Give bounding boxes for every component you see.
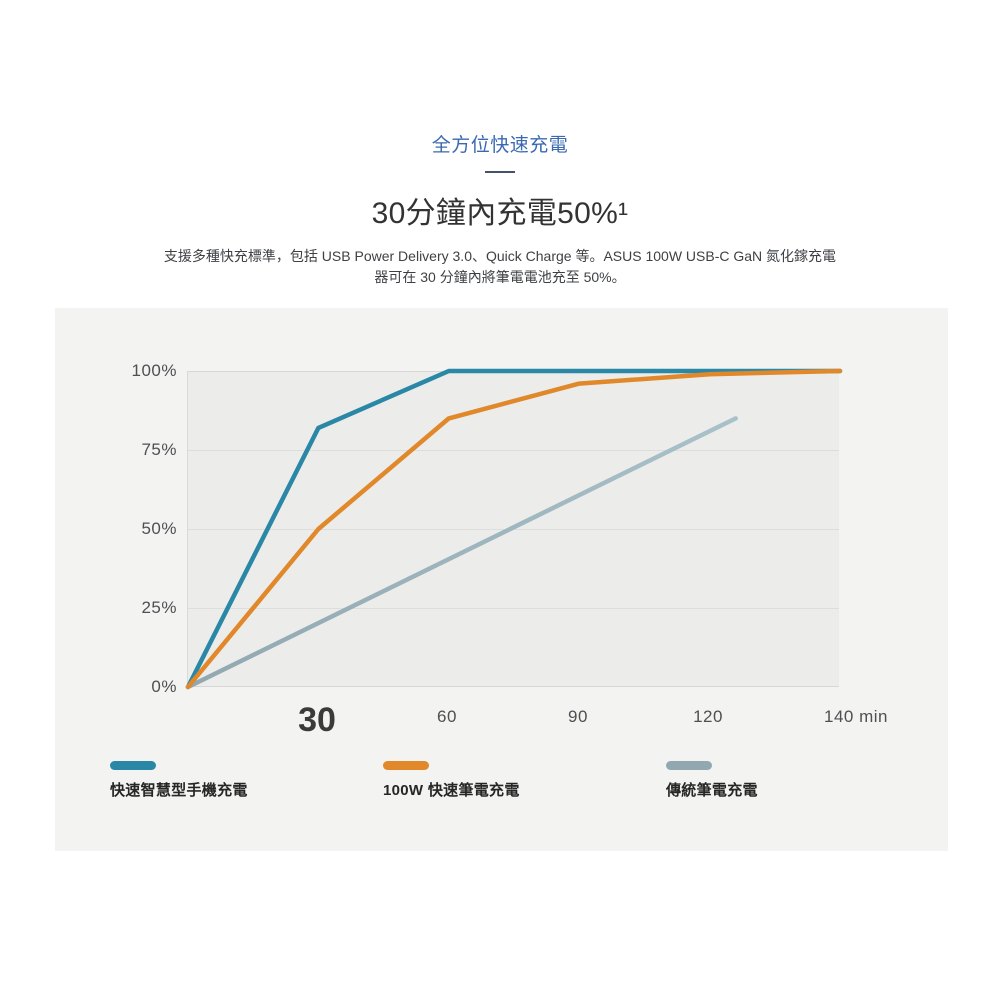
- legend-item-fast-phone: 快速智慧型手機充電: [110, 761, 248, 800]
- legend-swatch: [110, 761, 156, 770]
- y-tick-50: 50%: [141, 519, 177, 538]
- legend-label: 100W 快速筆電充電: [383, 782, 520, 799]
- plot-area: [185, 368, 843, 690]
- y-tick-0: 0%: [151, 677, 177, 696]
- x-tick-120: 120: [693, 707, 723, 726]
- chart-lines: [185, 368, 843, 690]
- section-description: 支援多種快充標準，包括 USB Power Delivery 3.0、Quick…: [0, 246, 1000, 288]
- legend-item-traditional-laptop: 傳統筆電充電: [666, 761, 758, 800]
- y-tick-25: 25%: [141, 598, 177, 617]
- gridline-75: [188, 450, 839, 451]
- hero-section: 全方位快速充電 30分鐘內充電50%¹ 支援多種快充標準，包括 USB Powe…: [0, 130, 1000, 288]
- y-tick-75: 75%: [141, 440, 177, 459]
- series-line: [185, 368, 843, 690]
- description-line-1: 支援多種快充標準，包括 USB Power Delivery 3.0、Quick…: [163, 248, 837, 264]
- x-tick-90: 90: [568, 707, 588, 726]
- chart-card: 100% 75% 50% 25% 0% 30 60 90 120 140 min…: [55, 308, 948, 851]
- gridline-25: [188, 608, 839, 609]
- legend-swatch: [666, 761, 712, 770]
- x-tick-30: 30: [298, 701, 336, 739]
- x-tick-140min: 140 min: [824, 707, 888, 726]
- y-tick-100: 100%: [131, 361, 177, 380]
- legend-item-100w-laptop: 100W 快速筆電充電: [383, 761, 520, 800]
- section-eyebrow: 全方位快速充電: [431, 135, 569, 156]
- legend-swatch: [383, 761, 429, 770]
- legend-label: 傳統筆電充電: [666, 782, 758, 799]
- series-line: [185, 416, 738, 690]
- description-line-2: 器可在 30 分鐘內將筆電電池充至 50%。: [374, 269, 626, 285]
- x-tick-60: 60: [437, 707, 457, 726]
- legend-label: 快速智慧型手機充電: [110, 782, 248, 799]
- section-divider: [485, 171, 515, 173]
- gridline-0: [188, 686, 839, 687]
- page-title: 30分鐘內充電50%¹: [371, 197, 629, 230]
- series-line: [185, 368, 843, 690]
